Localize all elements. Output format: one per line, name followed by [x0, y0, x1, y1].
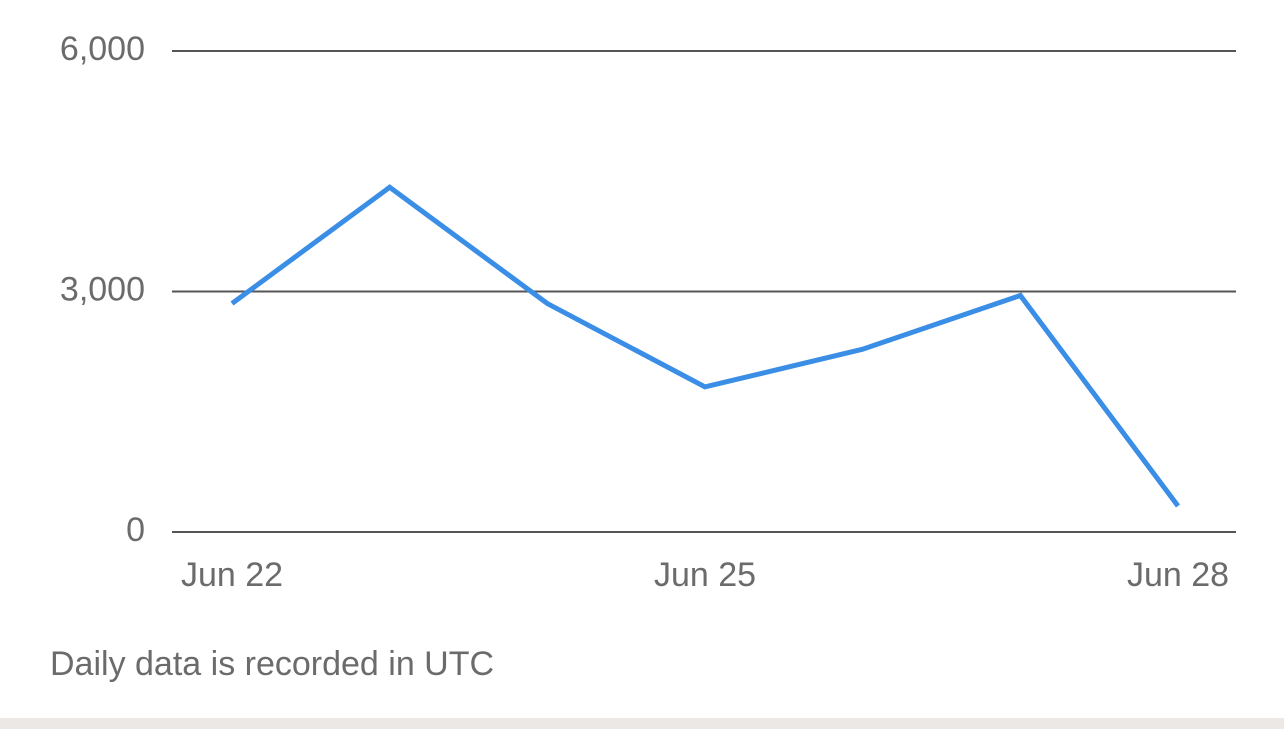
note: Daily data is recorded in UTC	[50, 645, 494, 683]
data-line	[230, 184, 1181, 508]
y-tick-label: 3,000	[60, 270, 145, 308]
x-tick-label: Jun 28	[1127, 556, 1229, 594]
bottom-strip	[0, 718, 1284, 729]
y-tick-label: 0	[126, 511, 145, 549]
x-tick-label: Jun 22	[181, 556, 283, 594]
y-tick-label: 6,000	[60, 30, 145, 68]
x-tick-label: Jun 25	[654, 556, 756, 594]
